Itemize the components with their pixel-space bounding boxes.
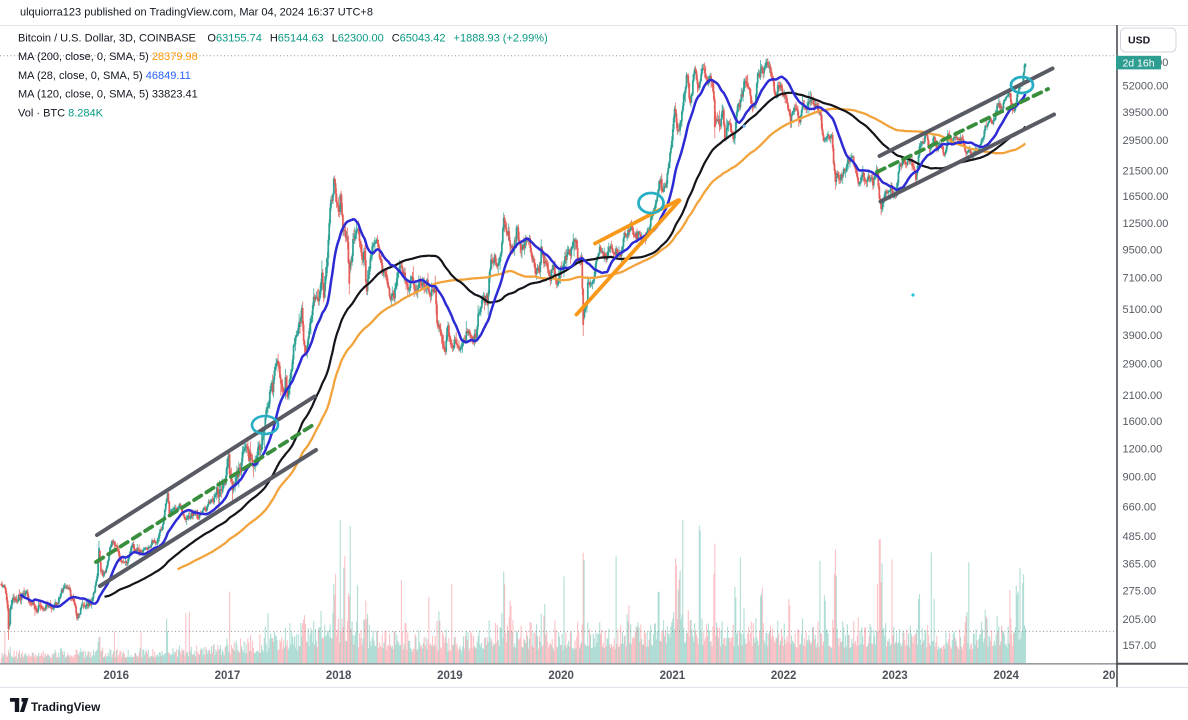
svg-text:2024: 2024 bbox=[993, 670, 1019, 682]
svg-text:2d 16h: 2d 16h bbox=[1122, 57, 1154, 69]
svg-text:205.00: 205.00 bbox=[1123, 614, 1157, 626]
svg-text:2018: 2018 bbox=[326, 670, 352, 682]
svg-text:485.00: 485.00 bbox=[1123, 531, 1157, 543]
svg-text:12500.00: 12500.00 bbox=[1123, 218, 1169, 230]
svg-text:21500.00: 21500.00 bbox=[1123, 166, 1169, 178]
svg-text:2020: 2020 bbox=[548, 670, 574, 682]
svg-text:2022: 2022 bbox=[771, 670, 797, 682]
svg-text:ulquiorra123 published on Trad: ulquiorra123 published on TradingView.co… bbox=[20, 7, 373, 19]
svg-text:20: 20 bbox=[1103, 670, 1116, 682]
svg-text:29500.00: 29500.00 bbox=[1123, 135, 1169, 147]
svg-text:3900.00: 3900.00 bbox=[1123, 330, 1163, 342]
svg-text:2019: 2019 bbox=[437, 670, 463, 682]
svg-text:2017: 2017 bbox=[215, 670, 241, 682]
svg-text:USD: USD bbox=[1128, 35, 1151, 47]
svg-text:Bitcoin / U.S. Dollar, 3D, COI: Bitcoin / U.S. Dollar, 3D, COINBASE O6315… bbox=[18, 33, 548, 45]
svg-text:365.00: 365.00 bbox=[1123, 558, 1157, 570]
svg-text:5100.00: 5100.00 bbox=[1123, 304, 1163, 316]
svg-text:MA (200, close, 0, SMA, 5) 283: MA (200, close, 0, SMA, 5) 28379.98 bbox=[18, 51, 198, 63]
svg-text:52000.00: 52000.00 bbox=[1123, 80, 1169, 92]
svg-text:1600.00: 1600.00 bbox=[1123, 416, 1163, 428]
svg-text:39500.00: 39500.00 bbox=[1123, 107, 1169, 119]
svg-text:16500.00: 16500.00 bbox=[1123, 191, 1169, 203]
svg-text:2023: 2023 bbox=[882, 670, 908, 682]
svg-text:MA (120, close, 0, SMA, 5) 338: MA (120, close, 0, SMA, 5) 33823.41 bbox=[18, 89, 198, 101]
svg-text:900.00: 900.00 bbox=[1123, 471, 1157, 483]
svg-text:MA (28, close, 0, SMA, 5) 4684: MA (28, close, 0, SMA, 5) 46849.11 bbox=[18, 70, 191, 82]
svg-text:157.00: 157.00 bbox=[1123, 640, 1157, 652]
svg-text:1200.00: 1200.00 bbox=[1123, 444, 1163, 456]
svg-text:7100.00: 7100.00 bbox=[1123, 272, 1163, 284]
svg-text:2100.00: 2100.00 bbox=[1123, 390, 1163, 402]
svg-text:2021: 2021 bbox=[660, 670, 686, 682]
svg-text:2900.00: 2900.00 bbox=[1123, 359, 1163, 371]
svg-text:660.00: 660.00 bbox=[1123, 501, 1157, 513]
svg-text:9500.00: 9500.00 bbox=[1123, 244, 1163, 256]
svg-text:2016: 2016 bbox=[103, 670, 129, 682]
svg-text:275.00: 275.00 bbox=[1123, 586, 1157, 598]
svg-text:TradingView: TradingView bbox=[31, 700, 101, 714]
svg-text:Vol · BTC 8.284K: Vol · BTC 8.284K bbox=[18, 107, 104, 119]
